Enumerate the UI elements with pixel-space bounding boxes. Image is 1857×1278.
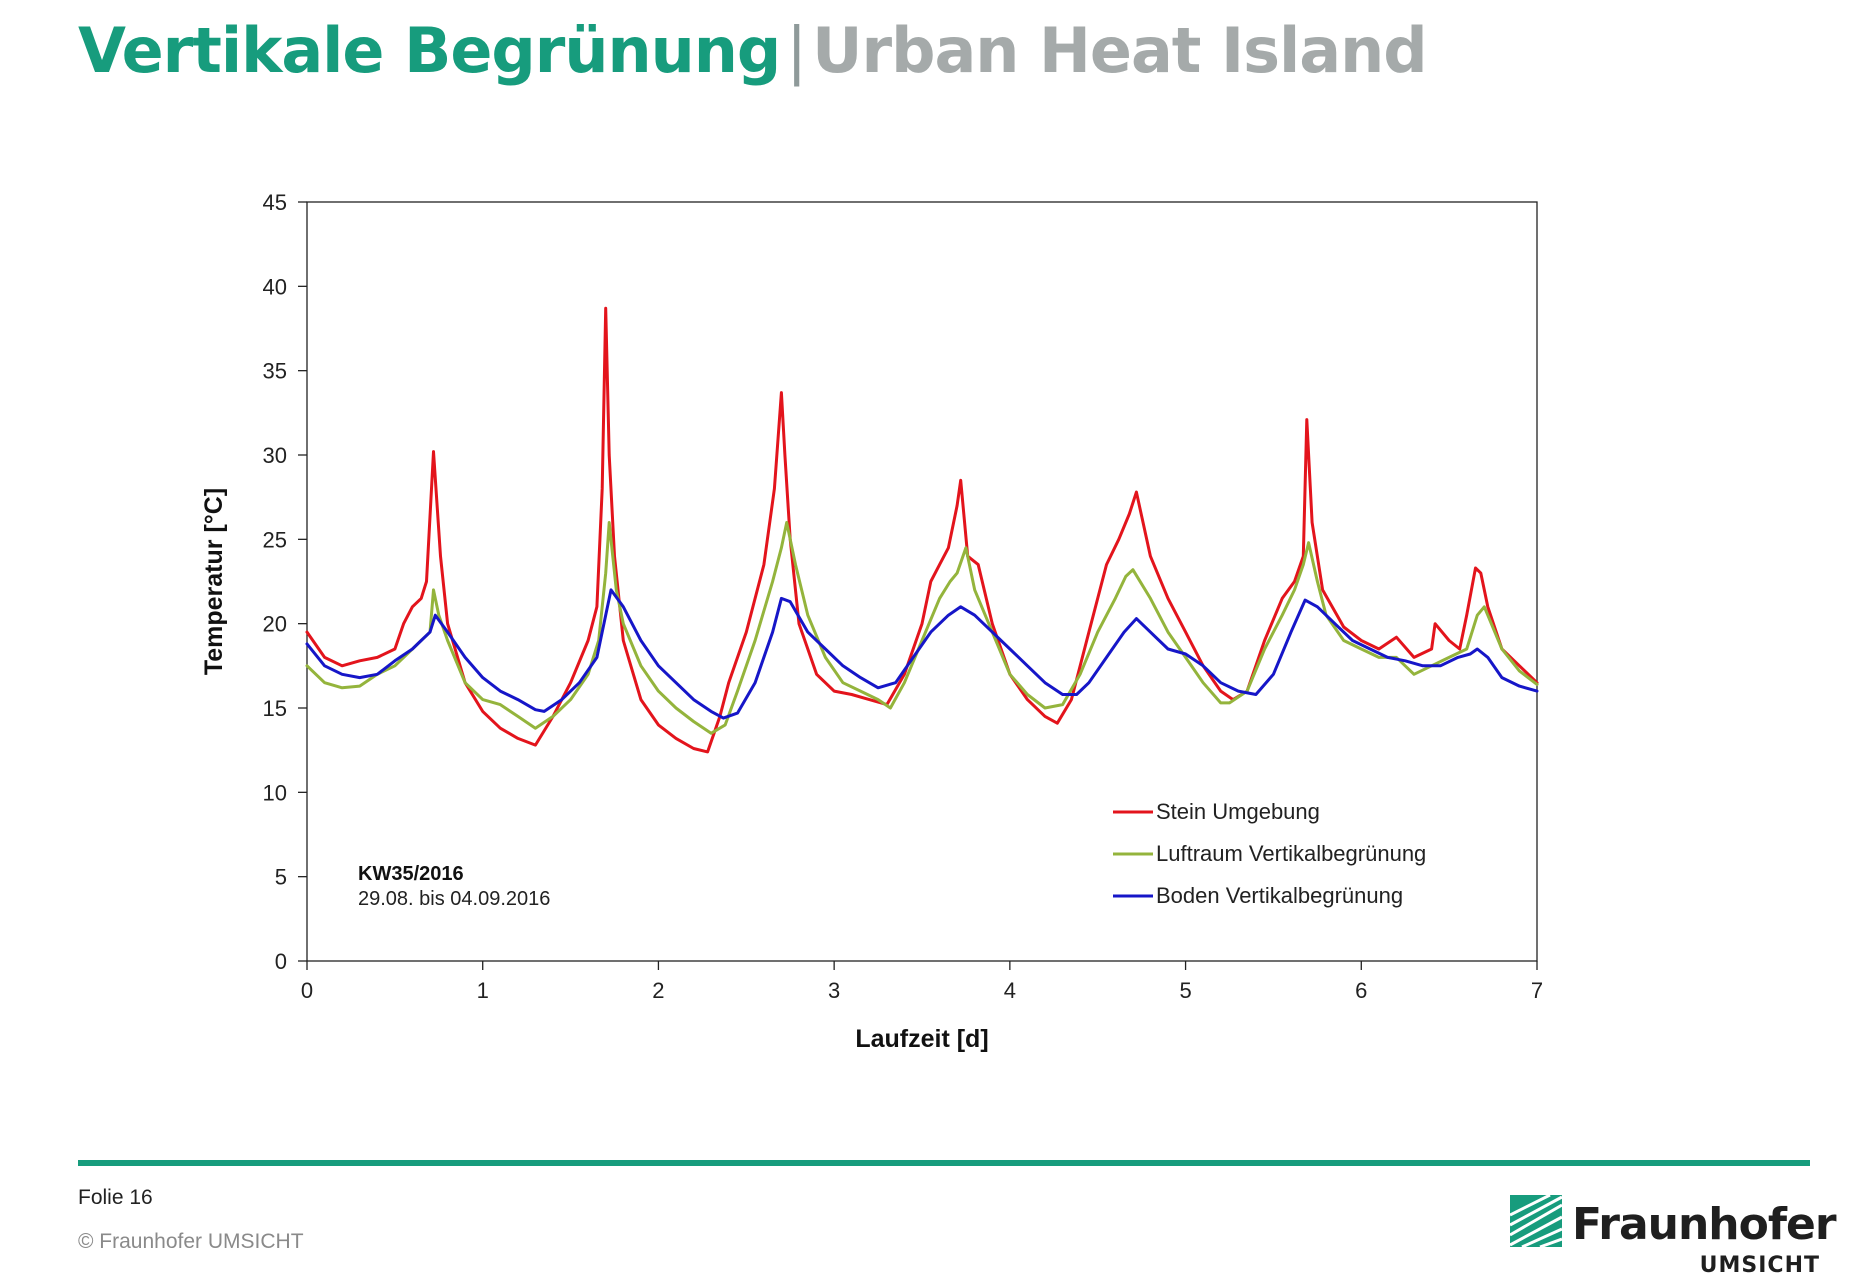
plot-frame — [306, 201, 1538, 962]
x-tick-label: 7 — [1531, 978, 1543, 1003]
chart-annotation: KW35/2016 29.08. bis 04.09.2016 — [358, 863, 550, 910]
x-tick-label: 6 — [1355, 978, 1367, 1003]
chart-legend: Stein Umgebung Luftraum Vertikalbegrünung… — [1113, 799, 1426, 908]
y-tick-label: 10 — [263, 780, 287, 805]
x-tick-label: 2 — [652, 978, 664, 1003]
logo-sub: UMSICHT — [1699, 1253, 1820, 1278]
annotation-title: KW35/2016 — [358, 863, 464, 885]
logo-name: Fraunhofer — [1572, 1199, 1837, 1250]
annotation-text: 29.08. bis 04.09.2016 — [358, 888, 550, 910]
title-sub: Urban Heat Island — [812, 14, 1427, 87]
x-tick-label: 3 — [828, 978, 840, 1003]
copyright-text: © Fraunhofer UMSICHT — [78, 1230, 304, 1253]
y-tick-label: 40 — [263, 274, 287, 299]
legend-label-2: Luftraum Vertikalbegrünung — [1156, 841, 1426, 866]
x-tick-label: 1 — [477, 978, 489, 1003]
fraunhofer-logo: Fraunhofer UMSICHT — [1510, 1195, 1837, 1278]
y-tick-label: 35 — [263, 359, 287, 384]
y-axis-label: Temperatur [°C] — [200, 488, 228, 675]
slide-number: Folie 16 — [78, 1186, 153, 1209]
y-tick-label: 15 — [263, 696, 287, 721]
x-tick-label: 0 — [301, 978, 313, 1003]
series-line-3 — [305, 588, 1539, 720]
legend-label-1: Stein Umgebung — [1156, 799, 1320, 824]
title-main: Vertikale Begrünung — [78, 14, 781, 87]
title-separator: | — [786, 14, 807, 87]
legend-label-3: Boden Vertikalbegrünung — [1156, 883, 1403, 908]
x-tick-label: 4 — [1004, 978, 1016, 1003]
footer-divider — [78, 1160, 1810, 1166]
series-line-1 — [305, 306, 1539, 754]
page-title: Vertikale Begrünung|Urban Heat Island — [78, 14, 1428, 87]
chart-series — [305, 306, 1539, 754]
series-line-2 — [305, 521, 1539, 735]
y-tick-label: 5 — [275, 865, 287, 890]
fraunhofer-logo-icon — [1510, 1195, 1562, 1247]
y-tick-label: 45 — [263, 190, 287, 215]
y-tick-label: 25 — [263, 527, 287, 552]
y-tick-label: 20 — [263, 612, 287, 637]
y-tick-label: 0 — [275, 949, 287, 974]
x-axis-label: Laufzeit [d] — [855, 1025, 988, 1053]
y-tick-label: 30 — [263, 443, 287, 468]
x-tick-label: 5 — [1179, 978, 1191, 1003]
